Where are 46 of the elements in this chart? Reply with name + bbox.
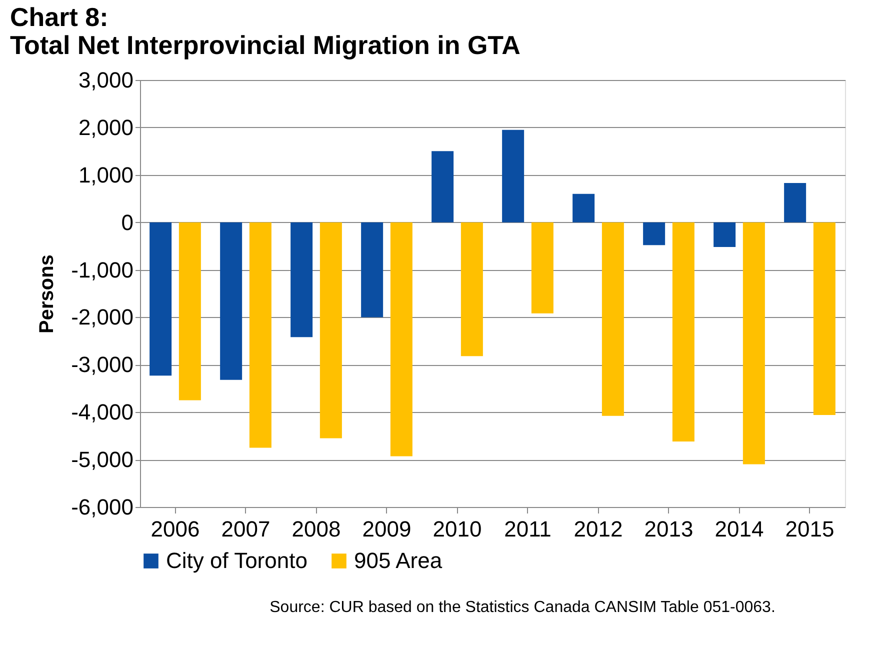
- bar: [672, 222, 694, 442]
- y-tick-label: 3,000: [78, 68, 134, 92]
- x-tick-label: 2014: [714, 516, 764, 542]
- bar: [531, 222, 554, 314]
- legend-label: City of Toronto: [166, 548, 308, 573]
- x-tick-label: 2007: [221, 516, 270, 542]
- source-note: Source: CUR based on the Statistics Canada CANSIM Table 051-0063.: [270, 599, 776, 616]
- text: Total Net Interprovincial Migration in GTA: [10, 30, 520, 60]
- bar: [813, 222, 836, 415]
- y-tick-label: -5,000: [71, 447, 134, 472]
- legend-label: 905 Area: [354, 548, 443, 573]
- bar: [290, 222, 313, 338]
- y-tick-label: 2,000: [78, 114, 134, 140]
- bar: [784, 182, 806, 222]
- bar: [714, 222, 736, 248]
- bar: [390, 222, 412, 456]
- bar: [361, 222, 384, 318]
- x-tick-label: 2006: [150, 516, 200, 542]
- bar: [572, 194, 595, 222]
- x-tick-label: 2009: [362, 516, 412, 542]
- x-tick-label: 2015: [785, 516, 834, 542]
- x-tick-label: 2008: [292, 516, 341, 542]
- y-tick-label: -6,000: [71, 494, 134, 520]
- x-tick-label: 2010: [432, 516, 482, 542]
- bar: [643, 222, 666, 246]
- bar: [150, 222, 172, 376]
- x-tick-label: 2013: [644, 516, 694, 542]
- bar: [460, 222, 483, 356]
- bar: [178, 222, 201, 400]
- y-tick-label: -1,000: [71, 257, 134, 282]
- y-tick-label: 1,000: [78, 162, 134, 188]
- x-tick-label: 2011: [504, 516, 552, 542]
- bar: [432, 151, 454, 222]
- y-tick-label: 0: [121, 210, 134, 235]
- bar: [320, 222, 342, 438]
- x-tick-label: 2012: [574, 516, 623, 542]
- y-tick-label: -2,000: [71, 304, 134, 330]
- bar: [249, 222, 272, 448]
- y-tick-label: -4,000: [71, 400, 134, 425]
- y-tick-label: -3,000: [71, 352, 134, 378]
- bar: [602, 222, 624, 416]
- text: Chart 8:: [10, 2, 108, 32]
- bar: [502, 130, 524, 222]
- bar: [220, 222, 242, 380]
- y-axis-title: Persons: [36, 254, 58, 334]
- bar: [742, 222, 765, 464]
